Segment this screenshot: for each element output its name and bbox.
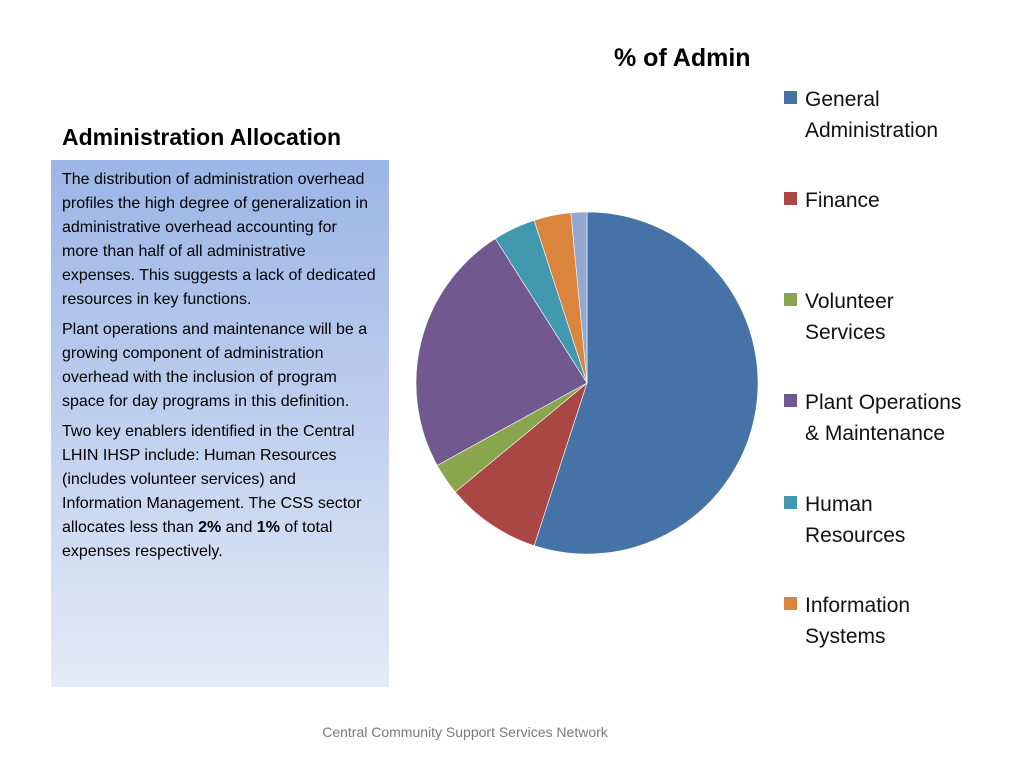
legend-label-2: Volunteer Services: [805, 290, 894, 344]
pie-slice-0: [533, 211, 759, 555]
legend-label-3: Plant Operations & Maintenance: [805, 391, 962, 445]
slide-heading: Administration Allocation: [62, 124, 341, 150]
legend-swatch-2: [784, 293, 797, 306]
paragraph-3-text-a: Two key enablers identified in the Centr…: [62, 423, 362, 536]
legend-label-4: Human Resources: [805, 493, 906, 547]
paragraph-3-bold-a: 2%: [198, 519, 222, 536]
paragraph-3: Two key enablers identified in the Centr…: [62, 420, 377, 564]
pie-slice-1: [454, 382, 588, 547]
paragraph-3-bold-b: 1%: [256, 519, 280, 536]
paragraph-2: Plant operations and maintenance will be…: [62, 321, 368, 410]
paragraph-3-text-c: of total expenses respectively.: [62, 519, 333, 560]
pie-slice-6: [570, 211, 588, 384]
legend-swatch-5: [784, 597, 797, 610]
legend-swatch-4: [784, 496, 797, 509]
legend-swatch-1: [784, 192, 797, 205]
description-textbox: The distribution of administration overh…: [51, 160, 389, 687]
legend-label-0: General Administration: [805, 88, 939, 142]
legend-item-2: Volunteer Services: [784, 286, 970, 348]
legend-item-4: Human Resources: [784, 489, 970, 551]
paragraph-1: The distribution of administration overh…: [62, 171, 376, 308]
pie-chart: [415, 211, 759, 555]
chart-title: % of Admin: [614, 44, 751, 72]
legend-item-3: Plant Operations & Maintenance: [784, 387, 970, 449]
legend-swatch-0: [784, 91, 797, 104]
pie-slice-3: [415, 238, 588, 466]
paragraph-3-text-b: and: [221, 519, 257, 536]
legend-label-1: Finance: [805, 189, 880, 212]
legend-item-5: Information Systems: [784, 590, 970, 652]
legend-item-1: Finance: [784, 185, 970, 216]
legend-item-0: General Administration: [784, 84, 970, 146]
legend-label-5: Information Systems: [805, 594, 911, 648]
legend-swatch-3: [784, 394, 797, 407]
slide-footer: Central Community Support Services Netwo…: [322, 724, 608, 740]
